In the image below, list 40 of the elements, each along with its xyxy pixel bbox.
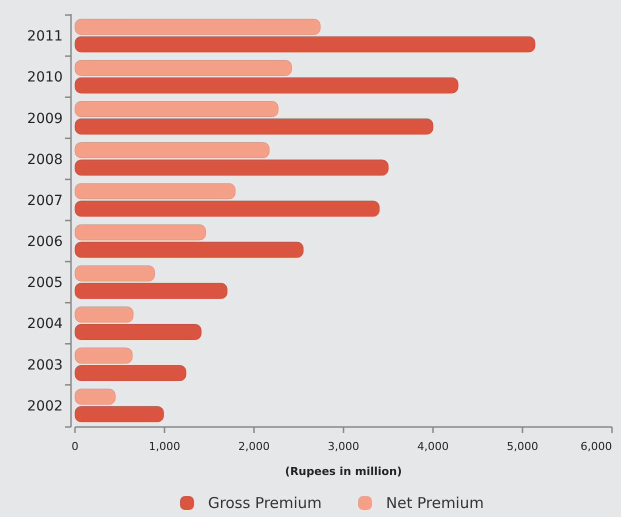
- bar: [74, 101, 278, 118]
- bar: [74, 200, 380, 217]
- y-tick-label: 2006: [27, 234, 63, 250]
- bar: [74, 348, 133, 364]
- y-tick-label: 2004: [27, 316, 63, 332]
- y-tick-label: 2008: [27, 152, 63, 168]
- bar: [74, 18, 320, 35]
- y-tick-label: 2010: [27, 70, 63, 86]
- y-tick-label: 2005: [27, 275, 63, 292]
- x-tick-label: 6,000: [580, 440, 612, 453]
- legend-label: Gross Premium: [208, 494, 322, 512]
- y-tick-label: 2011: [27, 28, 63, 45]
- bar: [74, 242, 304, 258]
- bar: [74, 282, 228, 299]
- x-tick-label: 2,000: [238, 440, 270, 453]
- bar: [74, 160, 388, 176]
- bar: [74, 388, 116, 405]
- x-tick-label: 3,000: [328, 440, 360, 453]
- bar: [74, 365, 186, 382]
- bar: [74, 306, 134, 322]
- y-tick-label: 2009: [27, 110, 63, 127]
- y-tick-label: 2007: [27, 192, 63, 209]
- bar: [74, 142, 270, 158]
- bar: [74, 77, 458, 94]
- bar: [74, 324, 202, 340]
- bar: [74, 183, 236, 200]
- x-axis-title: (Rupees in million): [285, 465, 402, 478]
- bar: [74, 60, 292, 76]
- y-tick-label: 2002: [27, 398, 63, 414]
- x-tick-label: 4,000: [417, 440, 449, 453]
- bar: [74, 406, 164, 422]
- legend-label: Net Premium: [386, 494, 484, 512]
- x-tick-label: 1,000: [148, 440, 180, 453]
- bar: [74, 265, 155, 282]
- bar: [74, 36, 536, 52]
- bar: [74, 224, 206, 240]
- x-tick-label: 5,000: [506, 440, 538, 453]
- bar: [74, 118, 434, 134]
- y-tick-label: 2003: [27, 357, 63, 374]
- x-tick-label: 0: [72, 440, 78, 453]
